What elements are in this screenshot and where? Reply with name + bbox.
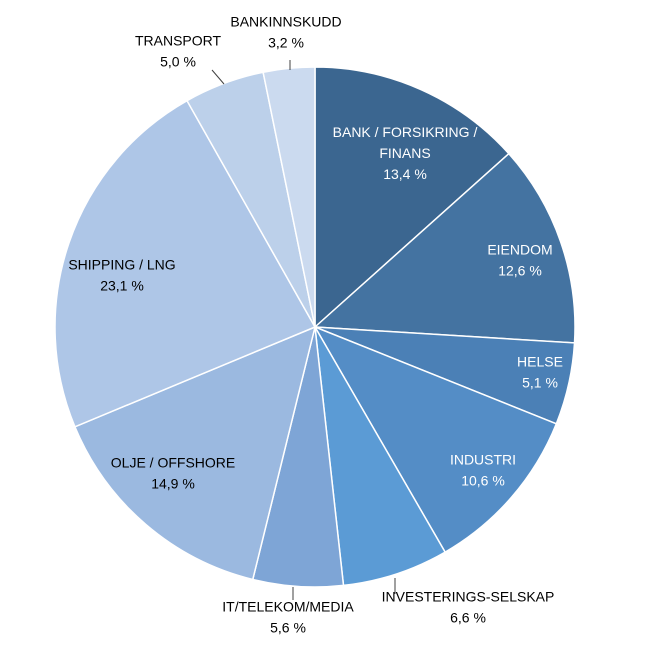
slice-value-label: 5,0 %: [160, 54, 196, 70]
slice-label: INDUSTRI 10,6 %: [450, 452, 516, 489]
slice-label: BANKINNSKUDD 3,2 %: [230, 14, 341, 51]
slice-value-label: 23,1 %: [100, 278, 144, 294]
slice-label: IT/TELEKOM/MEDIA 5,6 %: [222, 599, 354, 636]
slice-name-label: SHIPPING / LNG: [68, 257, 175, 273]
slice-labels: BANK / FORSIKRING / FINANS 13,4 % EIENDOM 12…: [68, 14, 563, 636]
slice-value-label: 12,6 %: [498, 263, 542, 279]
slice-name-label: BANKINNSKUDD: [230, 14, 341, 30]
slice-name-label: TRANSPORT: [135, 33, 222, 49]
slice-value-label: 6,6 %: [450, 610, 486, 626]
leader-lines: [211, 60, 396, 600]
slice-label: INVESTERINGS-SELSKAP 6,6 %: [382, 589, 555, 626]
slice-name-label: BANK / FORSIKRING /: [333, 124, 478, 140]
slice-name-label: FINANS: [379, 145, 430, 161]
slice-label: EIENDOM 12,6 %: [487, 242, 552, 279]
pie-slice: [314, 66, 510, 329]
slice-value-label: 13,4 %: [383, 166, 427, 182]
slice-name-label: OLJE / OFFSHORE: [111, 455, 235, 471]
pie-slices: [54, 66, 576, 588]
slice-name-label: IT/TELEKOM/MEDIA: [222, 599, 354, 615]
pie-slice: [313, 152, 576, 344]
pie-slice: [262, 66, 316, 328]
slice-value-label: 5,6 %: [270, 620, 306, 636]
slice-value-label: 5,1 %: [522, 375, 558, 391]
slice-value-label: 14,9 %: [151, 476, 195, 492]
slice-label: BANK / FORSIKRING / FINANS 13,4 %: [333, 124, 478, 182]
slice-label: TRANSPORT 5,0 %: [135, 33, 222, 70]
slice-name-label: HELSE: [517, 354, 563, 370]
slice-name-label: INVESTERINGS-SELSKAP: [382, 589, 555, 605]
slice-value-label: 10,6 %: [461, 473, 505, 489]
pie-slice: [54, 99, 317, 428]
slice-value-label: 3,2 %: [268, 35, 304, 51]
pie-slice: [73, 325, 317, 581]
slice-name-label: INDUSTRI: [450, 452, 516, 468]
pie-slice: [313, 325, 558, 554]
slice-name-label: EIENDOM: [487, 242, 552, 258]
slice-label: OLJE / OFFSHORE 14,9 %: [111, 455, 235, 492]
leader-line: [211, 69, 225, 85]
slice-label: SHIPPING / LNG 23,1 %: [68, 257, 175, 294]
pie-slice: [314, 326, 447, 587]
slice-label: HELSE 5,1 %: [517, 354, 563, 391]
